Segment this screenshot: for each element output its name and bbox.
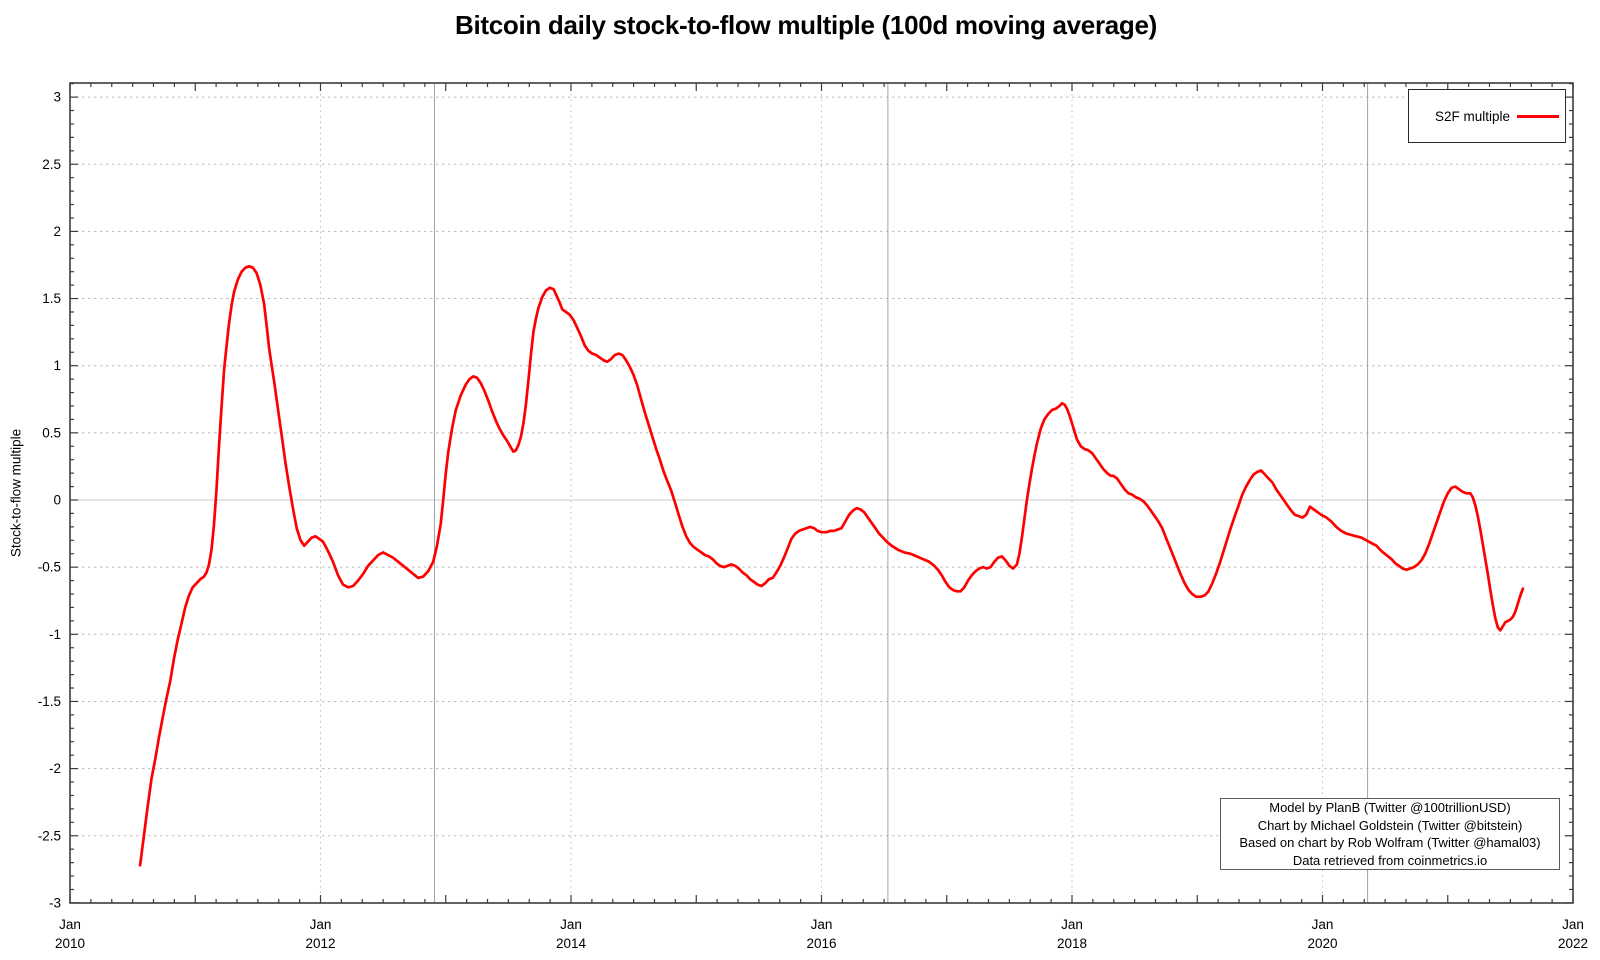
axis-ticks (69, 83, 1574, 904)
svg-text:2022: 2022 (1558, 936, 1588, 951)
svg-text:Jan: Jan (1562, 917, 1584, 932)
attribution-line: Based on chart by Rob Wolfram (Twitter @… (1239, 835, 1541, 850)
attribution-line: Model by PlanB (Twitter @100trillionUSD) (1269, 800, 1511, 815)
svg-text:2.5: 2.5 (42, 157, 61, 172)
svg-text:-1: -1 (49, 627, 61, 642)
s2f-line (138, 264, 1525, 867)
svg-text:1: 1 (53, 358, 61, 373)
svg-text:-1.5: -1.5 (38, 694, 61, 709)
svg-text:Jan: Jan (1061, 917, 1083, 932)
legend: S2F multiple (1408, 89, 1566, 143)
svg-text:-0.5: -0.5 (38, 560, 61, 575)
svg-text:1.5: 1.5 (42, 291, 61, 306)
svg-text:2010: 2010 (55, 936, 85, 951)
attribution-line: Chart by Michael Goldstein (Twitter @bit… (1257, 817, 1523, 833)
svg-text:2014: 2014 (556, 936, 587, 951)
svg-text:2012: 2012 (305, 936, 335, 951)
svg-text:2: 2 (53, 224, 61, 239)
halving-lines (433, 83, 1369, 903)
svg-text:-3: -3 (49, 895, 61, 910)
svg-text:0: 0 (53, 493, 61, 508)
legend-label: S2F multiple (1434, 108, 1510, 124)
gridlines (70, 83, 1573, 904)
attribution-line: Data retrieved from coinmetrics.io (1292, 852, 1488, 868)
svg-text:3: 3 (53, 90, 61, 105)
svg-text:2016: 2016 (806, 936, 836, 951)
svg-text:0.5: 0.5 (42, 425, 61, 440)
legend-line-sample-icon (1517, 114, 1559, 118)
plot-border (69, 82, 1574, 904)
attribution-box: Model by PlanB (Twitter @100trillionUSD)… (1220, 798, 1560, 870)
svg-text:-2: -2 (49, 761, 61, 776)
svg-text:Jan: Jan (310, 917, 332, 932)
svg-text:Jan: Jan (1312, 917, 1334, 932)
svg-text:2018: 2018 (1057, 936, 1087, 951)
svg-text:Jan: Jan (560, 917, 582, 932)
axis-tick-labels: 3 2.5 2 1.5 1 0.5 0 -0.5 -1 -1.5 -2 -2.5 -3 Jan 2010 Ja… (38, 90, 1588, 951)
svg-text:Jan: Jan (811, 917, 833, 932)
svg-text:Jan: Jan (59, 917, 81, 932)
chart-title: Bitcoin daily stock-to-flow multiple (10… (454, 10, 1158, 40)
y-axis-label: Stock-to-flow multiple (8, 428, 24, 558)
svg-text:-2.5: -2.5 (38, 828, 61, 843)
svg-text:2020: 2020 (1307, 936, 1337, 951)
